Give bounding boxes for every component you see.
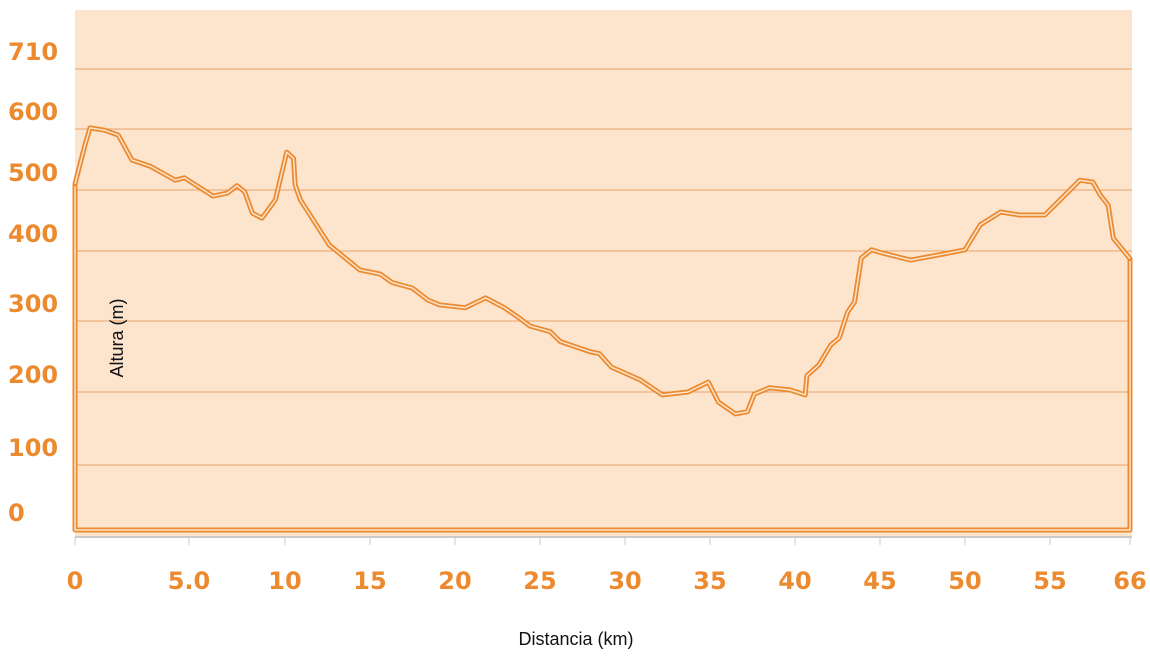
x-axis-label: Distancia (km) bbox=[518, 629, 633, 649]
y-tick-label: 600 bbox=[8, 98, 58, 126]
y-tick-label: 300 bbox=[8, 290, 58, 318]
grid bbox=[75, 68, 1132, 531]
x-tick-label: 35 bbox=[693, 567, 726, 595]
y-axis-label: Altura (m) bbox=[107, 298, 127, 377]
x-tick-label: 25 bbox=[523, 567, 556, 595]
profile-frame-inner bbox=[74, 183, 1131, 531]
x-tick-label: 20 bbox=[438, 567, 471, 595]
x-tick-label: 50 bbox=[948, 567, 981, 595]
y-tick-label: 400 bbox=[8, 220, 58, 248]
y-tick-label: 100 bbox=[8, 434, 58, 462]
x-tick-label: 55 bbox=[1033, 567, 1066, 595]
x-tick-label: 0 bbox=[67, 567, 84, 595]
x-tick-label: 66 bbox=[1113, 567, 1146, 595]
profile-line-inner bbox=[74, 127, 1131, 415]
y-tick-label: 0 bbox=[8, 499, 25, 527]
x-tick-label: 10 bbox=[268, 567, 301, 595]
x-tick-label: 45 bbox=[863, 567, 896, 595]
y-tick-label: 500 bbox=[8, 159, 58, 187]
plot-background bbox=[75, 10, 1132, 537]
x-tick-label: 5.0 bbox=[168, 567, 211, 595]
marks bbox=[72, 125, 1133, 533]
ticks: 0 100 200 300 400 500 600 710 0 5.0 10 15 20 25 30 35 40… bbox=[8, 38, 1147, 595]
x-tick-label: 40 bbox=[778, 567, 811, 595]
y-tick-label: 710 bbox=[8, 38, 58, 66]
x-tick-label: 15 bbox=[353, 567, 386, 595]
y-tick-label: 200 bbox=[8, 361, 58, 389]
x-tick-label: 30 bbox=[608, 567, 641, 595]
